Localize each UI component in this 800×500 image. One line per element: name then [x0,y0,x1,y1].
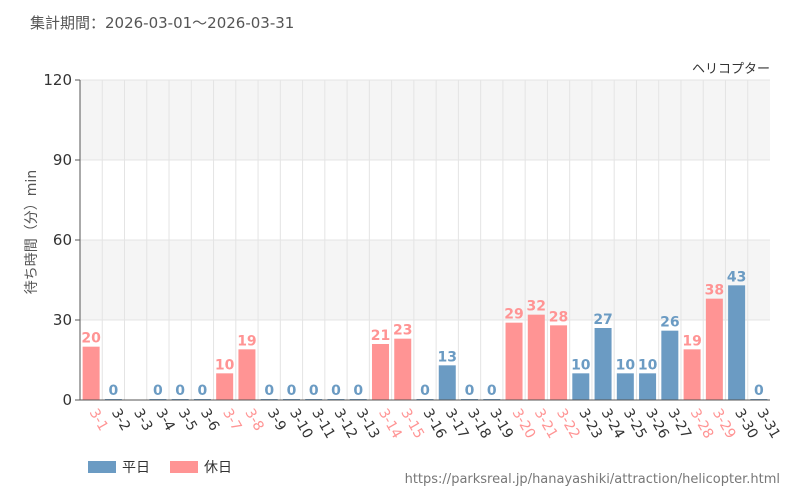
x-tick-label: 3-7 [219,406,244,434]
data-label: 19 [237,333,256,349]
source-url[interactable]: https://parksreal.jp/hanayashiki/attract… [404,472,780,487]
data-label: 0 [175,383,185,399]
data-label: 0 [353,383,363,399]
data-label: 10 [616,357,636,373]
y-tick-label: 0 [62,391,72,409]
legend-label-holiday: 休日 [204,460,232,476]
legend-item-holiday: 休日 [170,457,232,477]
period-label: 集計期間：2026-03-01～2026-03-31 [30,14,295,32]
data-label: 38 [705,283,724,299]
x-tick-label: 3-5 [175,406,200,434]
y-tick-label: 60 [53,231,72,249]
data-label: 43 [727,269,746,285]
data-label: 29 [504,307,523,323]
bar [216,373,234,400]
data-label: 0 [264,383,274,399]
data-label: 27 [593,312,612,328]
legend-swatch-holiday [170,461,198,473]
data-label: 0 [287,383,297,399]
horizontal-gridlines [75,79,770,401]
bar [82,346,100,400]
x-tick-label: 3-2 [108,406,133,434]
plot-band [80,240,770,320]
bar [438,365,456,400]
x-tick-label: 3-9 [264,406,289,434]
legend-swatch-weekday [88,461,116,473]
y-tick-label: 30 [53,311,72,329]
bar [639,373,657,400]
bar [505,322,523,400]
y-axis-label: 待ち時間（分）min [24,170,40,294]
legend-label-weekday: 平日 [122,460,150,476]
bar-series [82,285,768,400]
bar [594,328,612,400]
data-label: 0 [309,383,319,399]
data-label: 0 [198,383,208,399]
legend: 平日 休日 [88,457,232,477]
data-label: 28 [549,309,568,325]
x-tick-labels: 3-13-23-33-43-53-63-73-83-93-103-113-123… [86,406,783,442]
data-label: 20 [81,331,101,347]
legend-item-weekday: 平日 [88,457,150,477]
x-tick-label: 3-1 [86,406,111,434]
bar [527,314,545,400]
bar [572,373,590,400]
data-label: 13 [438,349,457,365]
data-label: 10 [215,357,235,373]
y-tick-labels: 0 30 60 90 120 [43,71,72,409]
chart-title: ヘリコプター [692,62,770,77]
plot-band [80,80,770,160]
bar [728,285,746,400]
data-label: 0 [465,383,475,399]
bar [683,349,701,400]
x-tick-label: 3-3 [130,406,155,434]
data-label: 0 [109,383,119,399]
data-label: 0 [487,383,497,399]
data-label: 10 [638,357,658,373]
bar [705,298,723,400]
data-label: 19 [682,333,701,349]
x-tick-label: 3-31 [753,406,783,442]
plot-bands [80,80,770,320]
data-label: 0 [153,383,163,399]
data-label: 0 [420,383,430,399]
x-tick-label: 3-6 [197,406,222,434]
data-label: 26 [660,315,679,331]
bar [616,373,634,400]
y-tick-label: 90 [53,151,72,169]
x-tick-label: 3-4 [152,406,177,434]
data-label: 0 [754,383,764,399]
x-tick-label: 3-8 [241,406,266,434]
bar [550,325,568,400]
y-tick-label: 120 [43,71,72,89]
bar [238,349,256,400]
data-label: 32 [527,299,546,315]
data-label: 10 [571,357,591,373]
bar [394,338,412,400]
bar [661,330,679,400]
data-label: 21 [371,328,390,344]
data-label: 23 [393,323,412,339]
data-label: 0 [331,383,341,399]
bar [371,344,389,400]
